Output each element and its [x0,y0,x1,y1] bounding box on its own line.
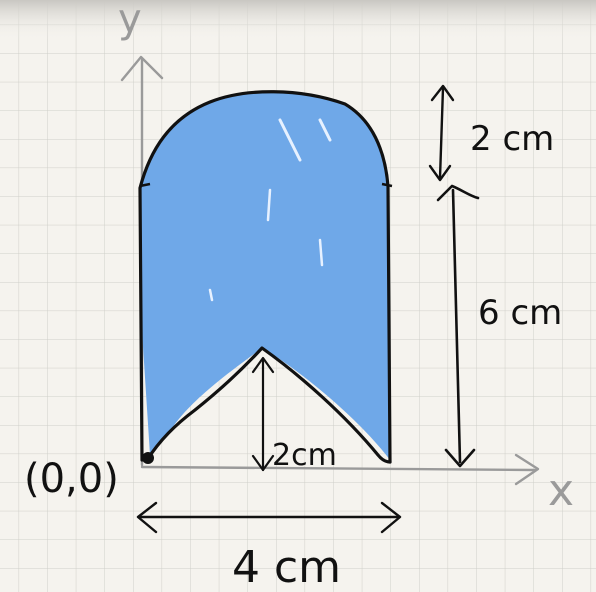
rect-height-arrowhead-up [436,184,480,202]
notch-depth-arrowhead-down [251,454,275,472]
x-axis-line [140,465,537,472]
x-axis-label: x [548,465,574,516]
rect-height-arrowhead-down [444,448,476,468]
y-axis-label: y [118,0,142,42]
highlight-stroke [208,288,214,302]
rect-height-label: 6 cm [478,293,562,333]
top-shadow [0,0,596,40]
highlight-stroke [266,188,272,222]
shape-notch-outline [145,346,392,464]
notch-depth-arrowhead-up [251,356,275,374]
top-height-arrow [438,86,445,180]
rect-height-arrow [451,188,462,464]
top-height-label: 2 cm [470,119,554,159]
top-boundary-line [139,182,151,188]
top-height-arrowhead-up [430,84,455,102]
x-axis-arrowhead [514,453,540,486]
width-arrowhead-right [380,501,402,534]
top-height-arrowhead-down [428,164,452,182]
highlight-stroke [318,118,332,142]
width-arrowhead-left [136,501,158,534]
width-label: 4 cm [232,542,341,592]
top-boundary-line-right [381,182,393,188]
highlight-stroke [318,238,324,267]
origin-point [142,452,154,464]
notch-depth-label: 2cm [272,438,337,473]
y-axis-arrowhead [120,55,164,82]
shape-outline [138,90,392,464]
highlight-stroke [278,118,302,162]
shape-fill [140,91,390,460]
origin-label: (0,0) [24,456,119,502]
